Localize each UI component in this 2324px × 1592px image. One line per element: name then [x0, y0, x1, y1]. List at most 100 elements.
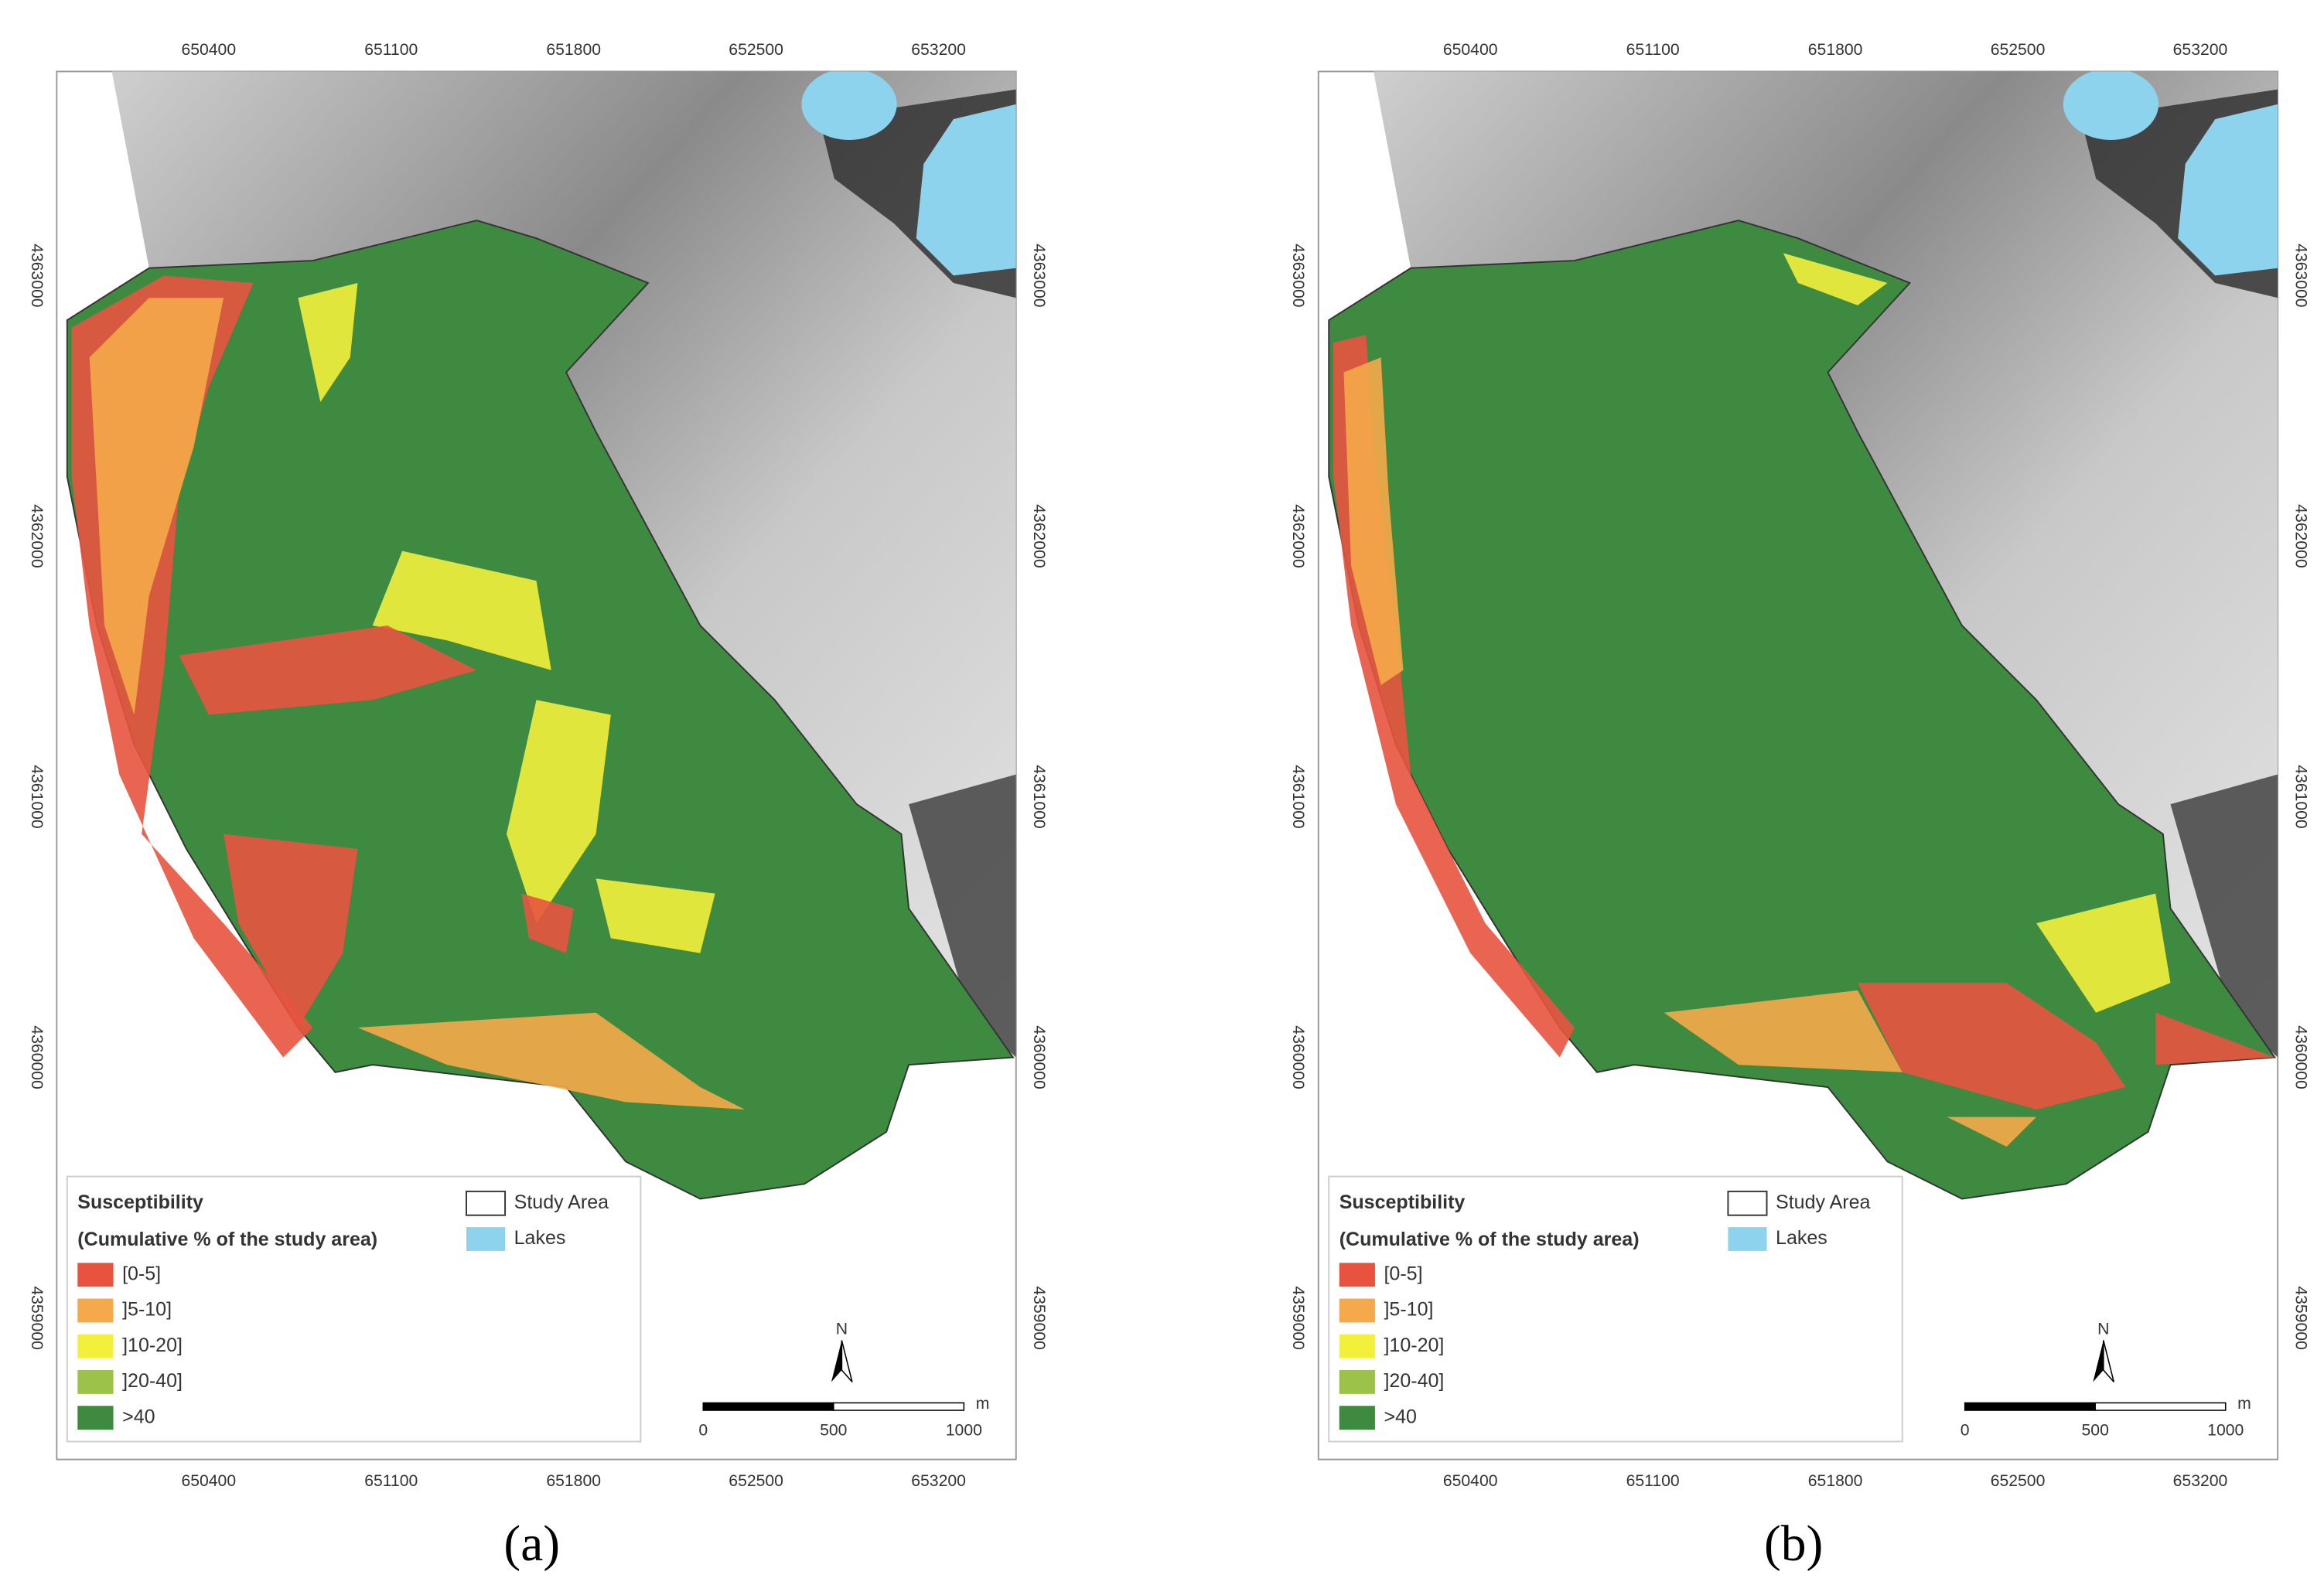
scale-segment — [2094, 1402, 2227, 1411]
scale-label: 500 — [2082, 1422, 2109, 1440]
legend-swatch — [466, 1190, 507, 1216]
legend-box — [1328, 1175, 1903, 1443]
y-coordinate-label: 4359000 — [28, 1286, 46, 1349]
x-coordinate-label: 651100 — [1626, 1472, 1680, 1490]
legend-label: ]20-40] — [1384, 1370, 1444, 1392]
dark-slope — [909, 774, 1016, 1058]
x-coordinate-label: 652500 — [729, 41, 783, 59]
susceptibility-zone — [224, 833, 358, 1028]
susceptibility-zone — [1857, 983, 2126, 1110]
y-coordinate-label: 4361000 — [28, 765, 46, 828]
y-coordinate-label: 4363000 — [1030, 244, 1048, 307]
map-panel: 650400 650400 651100 651100 651800 651800 6525… — [1289, 41, 2309, 1572]
legend-label: ]10-20] — [122, 1335, 183, 1356]
legend-swatch — [77, 1298, 114, 1323]
scale-unit: m — [976, 1395, 990, 1413]
legend-swatch — [1728, 1227, 1767, 1251]
x-coordinate-label: 650400 — [181, 41, 236, 59]
y-coordinate-label: 4363000 — [1289, 244, 1307, 307]
hillshade — [111, 71, 1016, 1065]
x-coordinate-label: 651100 — [364, 1472, 418, 1490]
panel-label: (b) — [1764, 1516, 1823, 1572]
study-area — [1328, 220, 2277, 1200]
x-coordinate-label: 651100 — [1626, 41, 1680, 59]
y-coordinate-label: 4362000 — [28, 504, 46, 568]
x-coordinate-label: 653200 — [911, 41, 966, 59]
legend-box — [66, 1175, 642, 1443]
north-label: N — [836, 1321, 848, 1338]
legend-subtitle: (Cumulative % of the study area) — [1339, 1229, 1640, 1250]
legend-swatch — [1339, 1406, 1375, 1430]
x-coordinate-label: 651800 — [1808, 1472, 1863, 1490]
scale-label: 500 — [820, 1422, 847, 1440]
lake — [2178, 104, 2278, 276]
lake — [801, 71, 897, 141]
y-coordinate-label: 4361000 — [1289, 765, 1307, 828]
lake — [916, 104, 1016, 276]
y-coordinate-label: 4359000 — [2292, 1286, 2309, 1349]
y-coordinate-label: 4363000 — [28, 244, 46, 307]
legend-label: ]5-10] — [1384, 1299, 1433, 1321]
x-coordinate-label: 651800 — [546, 41, 601, 59]
x-coordinate-label: 650400 — [181, 1472, 236, 1490]
legend-swatch — [77, 1406, 114, 1430]
legend-label: ]10-20] — [1384, 1335, 1444, 1356]
hillshade — [1374, 71, 2278, 1065]
north-arrow — [2093, 1340, 2104, 1382]
legend-label: Lakes — [514, 1227, 566, 1249]
x-coordinate-label: 650400 — [1443, 1472, 1498, 1490]
x-coordinate-label: 652500 — [1991, 1472, 2046, 1490]
susceptibility-zone — [2036, 893, 2171, 1013]
y-coordinate-label: 4362000 — [1030, 504, 1048, 568]
susceptibility-zone — [596, 878, 715, 953]
scale-label: 1000 — [2207, 1422, 2244, 1440]
legend-swatch — [1339, 1298, 1375, 1323]
susceptibility-zone — [1947, 1116, 2037, 1147]
x-coordinate-label: 653200 — [2173, 41, 2228, 59]
x-coordinate-label: 651800 — [1808, 41, 1863, 59]
x-coordinate-label: 653200 — [911, 1472, 966, 1490]
x-coordinate-label: 651100 — [364, 41, 418, 59]
legend-label: ]5-10] — [122, 1299, 172, 1321]
map-panel: 650400 650400 651100 651100 651800 651800 6525… — [28, 41, 1048, 1572]
legend-label: Lakes — [1776, 1227, 1827, 1249]
susceptibility-zone — [1343, 357, 1404, 686]
susceptibility-zone — [372, 551, 551, 670]
north-arrow — [841, 1340, 853, 1382]
panel-label: (a) — [503, 1516, 560, 1572]
x-coordinate-label: 650400 — [1443, 41, 1498, 59]
scale-segment — [702, 1402, 834, 1411]
y-coordinate-label: 4363000 — [2292, 244, 2309, 307]
north-arrow — [2103, 1340, 2115, 1382]
y-coordinate-label: 4360000 — [2292, 1025, 2309, 1089]
scale-label: 1000 — [946, 1422, 982, 1440]
legend-swatch — [466, 1227, 506, 1251]
legend-label: >40 — [122, 1406, 155, 1427]
y-coordinate-label: 4361000 — [1030, 765, 1048, 828]
legend-swatch — [77, 1370, 114, 1394]
legend-swatch — [77, 1334, 114, 1358]
legend-swatch — [1339, 1334, 1375, 1358]
dark-slope — [2170, 774, 2278, 1058]
y-coordinate-label: 4359000 — [1289, 1286, 1307, 1349]
map-body — [1328, 71, 2278, 1200]
legend-title: Susceptibility — [1339, 1191, 1466, 1213]
susceptibility-zone — [1664, 990, 1903, 1072]
y-coordinate-label: 4362000 — [2292, 504, 2309, 568]
legend-label: [0-5] — [1384, 1263, 1422, 1284]
x-coordinate-label: 652500 — [1991, 41, 2046, 59]
legend-swatch — [1339, 1370, 1375, 1394]
north-label: N — [2097, 1321, 2109, 1338]
x-coordinate-label: 652500 — [729, 1472, 783, 1490]
susceptibility-zone — [298, 282, 358, 403]
scale-unit: m — [2237, 1395, 2251, 1413]
legend-swatch — [77, 1263, 114, 1287]
susceptibility-zone — [507, 700, 611, 924]
legend-label: Study Area — [1776, 1191, 1870, 1213]
legend-label: ]20-40] — [122, 1370, 183, 1392]
susceptibility-zone — [357, 1012, 746, 1110]
scale-label: 0 — [1961, 1422, 1970, 1440]
y-coordinate-label: 4360000 — [28, 1025, 46, 1089]
